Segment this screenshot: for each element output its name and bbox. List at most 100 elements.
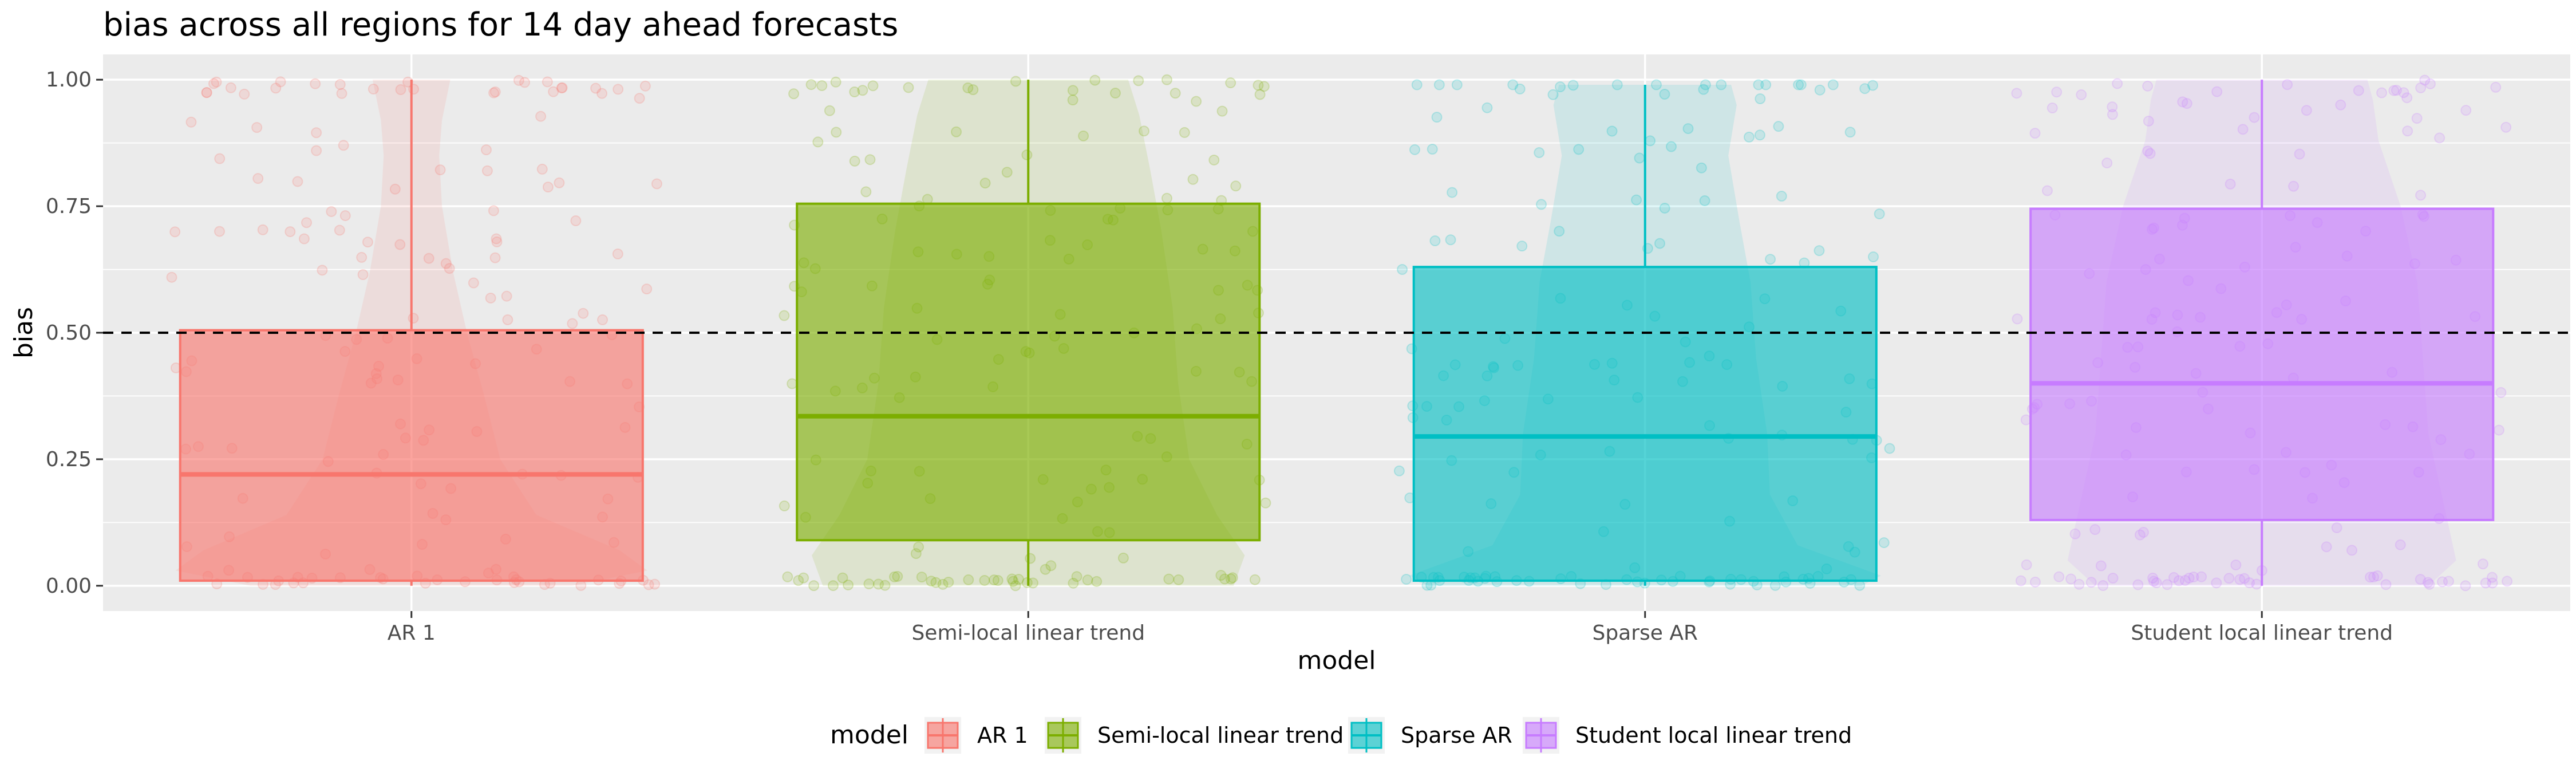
jitter-point: [395, 84, 406, 96]
jitter-point: [2424, 78, 2436, 89]
jitter-point: [2188, 572, 2199, 583]
jitter-point: [1025, 553, 1036, 564]
legend-title: model: [830, 720, 908, 750]
jitter-point: [1227, 572, 1238, 584]
jitter-point: [1716, 79, 1727, 90]
jitter-point: [2437, 576, 2448, 588]
jitter-point: [1191, 96, 1202, 107]
jitter-point: [2142, 145, 2154, 157]
legend: model AR 1 Semi-local linear trend Sparse A…: [830, 717, 1852, 754]
jitter-point: [519, 77, 531, 88]
jitter-point: [1249, 574, 1261, 585]
jitter-point: [2487, 572, 2498, 583]
jitter-point: [590, 82, 602, 94]
jitter-point: [1514, 83, 1526, 94]
jitter-point: [513, 74, 524, 86]
jitter-point: [334, 224, 345, 236]
jitter-point: [779, 310, 790, 321]
jitter-point: [1867, 251, 1879, 262]
jitter-point: [1216, 105, 1228, 117]
jitter-point: [2460, 580, 2471, 592]
jitter-point: [787, 378, 798, 389]
jitter-point: [211, 76, 222, 88]
jitter-point: [1884, 443, 1895, 454]
jitter-point: [535, 111, 547, 122]
jitter-point: [1008, 576, 1019, 587]
jitter-point: [808, 580, 820, 592]
jitter-point: [873, 578, 884, 590]
jitter-point: [1859, 83, 1871, 94]
jitter-point: [326, 206, 337, 217]
jitter-point: [542, 182, 554, 193]
jitter-point: [251, 122, 263, 133]
jitter-point: [1427, 143, 1438, 155]
jitter-point: [989, 574, 1000, 586]
jitter-point: [1179, 127, 1190, 138]
jitter-point: [1645, 135, 1656, 147]
jitter-point: [2051, 86, 2063, 98]
jitter-point: [2331, 522, 2342, 534]
jitter-point: [967, 84, 979, 96]
jitter-point: [2401, 92, 2413, 104]
jitter-point: [1699, 195, 1710, 206]
jitter-point: [1163, 573, 1175, 585]
jitter-point: [639, 80, 651, 92]
jitter-point: [779, 500, 790, 511]
y-tick-label: 0.75: [46, 195, 92, 218]
jitter-point: [1606, 125, 1618, 137]
jitter-point: [1006, 573, 1018, 585]
jitter-point: [311, 145, 322, 156]
jitter-point: [1769, 580, 1781, 591]
jitter-point: [649, 578, 661, 590]
x-tick-label: Sparse AR: [1592, 621, 1698, 645]
jitter-point: [225, 82, 236, 93]
jitter-point: [239, 88, 250, 100]
jitter-point: [827, 580, 839, 592]
jitter-point: [338, 140, 349, 151]
jitter-point: [1021, 149, 1033, 160]
jitter-point: [1682, 123, 1694, 135]
jitter-point: [830, 76, 841, 88]
jitter-point: [951, 126, 962, 137]
jitter-point: [1109, 88, 1121, 99]
jitter-point: [2029, 128, 2041, 139]
jitter-point: [1516, 241, 1528, 252]
jitter-point: [2490, 81, 2502, 93]
jitter-point: [2434, 132, 2445, 144]
chart-title: bias across all regions for 14 day ahead…: [103, 6, 898, 44]
jitter-point: [812, 136, 824, 148]
jitter-point: [201, 87, 212, 99]
box: [2029, 207, 2495, 521]
jitter-point: [2301, 105, 2312, 116]
jitter-point: [597, 314, 609, 325]
jitter-point: [292, 176, 303, 187]
jitter-point: [334, 79, 346, 90]
jitter-point: [310, 78, 321, 89]
jitter-point: [2376, 87, 2388, 99]
legend-label: AR 1: [977, 723, 1028, 748]
jitter-point: [2183, 572, 2195, 584]
jitter-point: [578, 308, 589, 319]
jitter-point: [2177, 96, 2188, 108]
jitter-point: [1001, 167, 1013, 178]
x-axis: AR 1 Semi-local linear trend Sparse AR Stud…: [388, 611, 2393, 645]
jitter-point: [491, 233, 502, 245]
jitter-point: [1139, 125, 1150, 137]
jitter-point: [2046, 103, 2058, 114]
jitter-point: [2143, 115, 2154, 127]
jitter-point: [444, 263, 455, 274]
jitter-point: [2493, 424, 2504, 436]
jitter-point: [2073, 578, 2085, 590]
jitter-point: [1117, 552, 1129, 564]
jitter-point: [2112, 78, 2123, 89]
jitter-point: [1433, 79, 1445, 90]
jitter-point: [2173, 575, 2184, 586]
jitter-point: [2138, 526, 2149, 538]
jitter-point: [903, 82, 914, 93]
jitter-point: [824, 105, 835, 116]
jitter-point: [2069, 528, 2081, 539]
jitter-point: [554, 177, 565, 188]
jitter-point: [408, 313, 419, 324]
jitter-point: [1536, 199, 1547, 210]
jitter-point: [1776, 190, 1787, 202]
